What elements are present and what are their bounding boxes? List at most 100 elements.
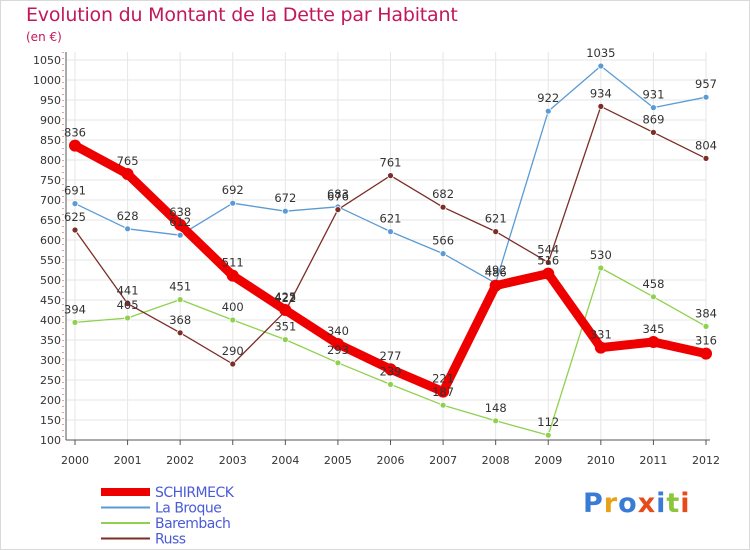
y-tick-label: 400 <box>40 314 61 327</box>
logo-letter: i <box>656 488 667 519</box>
data-label: 621 <box>485 212 507 226</box>
data-label: 422 <box>274 291 296 305</box>
chart-title: Evolution du Montant de la Dette par Hab… <box>26 4 458 26</box>
data-label: 566 <box>432 234 454 248</box>
data-point <box>387 380 394 388</box>
data-point <box>229 316 237 324</box>
x-tick-label: 2000 <box>61 454 89 467</box>
data-label: 316 <box>695 334 717 348</box>
y-tick-label: 650 <box>40 214 61 227</box>
data-label: 293 <box>327 343 349 357</box>
data-point <box>597 103 605 110</box>
logo-letter: i <box>680 488 691 519</box>
y-tick-label: 700 <box>40 194 61 207</box>
y-tick-label: 450 <box>40 294 61 307</box>
y-tick-label: 1050 <box>33 54 61 67</box>
data-label: 187 <box>432 385 454 399</box>
data-label: 692 <box>222 183 244 197</box>
data-label: 277 <box>380 349 402 363</box>
y-tick-label: 150 <box>40 414 61 427</box>
y-tick-label: 950 <box>40 94 61 107</box>
data-point <box>71 318 79 326</box>
data-point <box>124 225 131 233</box>
data-point <box>279 304 292 316</box>
data-label: 290 <box>222 344 244 358</box>
data-point <box>647 336 660 348</box>
data-labels: 836 765 638 511 425 340 277 221 486 516 331 345 316 6… <box>64 46 717 429</box>
data-label: 804 <box>695 138 717 152</box>
data-point <box>334 359 342 367</box>
y-tick-label: 250 <box>40 374 61 387</box>
data-label: 331 <box>590 328 612 342</box>
data-label: 425 <box>274 290 296 304</box>
data-label: 340 <box>327 324 349 338</box>
series-points <box>69 62 712 439</box>
y-tick-label: 1000 <box>33 74 61 87</box>
data-point <box>226 269 239 282</box>
data-label: 148 <box>485 401 507 415</box>
data-point <box>439 203 447 211</box>
data-label: 676 <box>327 190 349 204</box>
data-point <box>437 385 450 398</box>
data-label: 931 <box>642 88 664 102</box>
legend-label: SCHIRMECK <box>155 485 235 501</box>
logo-letter: t <box>666 488 681 519</box>
x-tick-label: 2007 <box>429 454 457 467</box>
y-tick-label: 500 <box>40 274 61 287</box>
data-point <box>544 107 552 115</box>
data-label: 400 <box>222 300 244 314</box>
data-label: 672 <box>274 191 296 205</box>
data-label: 683 <box>327 187 349 201</box>
data-point <box>176 231 184 239</box>
y-tick-label: 200 <box>40 394 61 407</box>
x-tick-label: 2003 <box>219 454 247 467</box>
data-label: 628 <box>117 209 139 223</box>
data-point <box>702 322 710 330</box>
data-point <box>700 347 712 360</box>
logo-letter: P <box>583 488 604 519</box>
data-label: 869 <box>642 112 664 126</box>
data-point <box>492 417 500 425</box>
data-label: 368 <box>169 313 191 327</box>
data-point <box>334 206 342 214</box>
grid-lines <box>66 52 707 441</box>
data-label: 934 <box>590 86 612 100</box>
data-label: 451 <box>169 280 191 294</box>
data-label: 922 <box>537 91 559 105</box>
data-point <box>71 226 79 234</box>
data-label: 691 <box>64 184 86 198</box>
data-label: 761 <box>380 156 402 170</box>
x-tick-label: 2002 <box>166 454 194 467</box>
y-tick-label: 600 <box>40 234 61 247</box>
data-point <box>489 279 502 292</box>
data-point <box>439 250 447 258</box>
data-label: 957 <box>695 77 717 91</box>
x-tick-label: 2008 <box>482 454 510 467</box>
data-point <box>594 341 607 354</box>
y-tick-label: 550 <box>40 254 61 267</box>
logo-letter: r <box>603 488 619 519</box>
data-label: 384 <box>695 306 717 320</box>
data-point <box>544 431 552 439</box>
data-label: 765 <box>117 154 139 168</box>
data-point <box>176 296 184 304</box>
data-point <box>174 218 187 231</box>
y-tick-label: 900 <box>40 114 61 127</box>
x-tick-label: 2012 <box>692 454 720 467</box>
data-point <box>176 329 184 337</box>
x-tick-label: 2010 <box>587 454 615 467</box>
data-label: 394 <box>64 302 86 316</box>
data-point <box>124 314 131 322</box>
data-label: 351 <box>274 320 296 334</box>
x-tick-label: 2004 <box>271 454 299 467</box>
legend-label: Barembach <box>155 516 230 532</box>
data-point <box>492 228 500 236</box>
x-tick-label: 2009 <box>534 454 562 467</box>
x-tick-label: 2011 <box>639 454 667 467</box>
x-tick-label: 2001 <box>114 454 142 467</box>
data-point <box>281 207 289 215</box>
chart-unit-label: (en €) <box>26 30 62 44</box>
data-point <box>597 264 605 272</box>
data-label: 511 <box>222 256 244 270</box>
